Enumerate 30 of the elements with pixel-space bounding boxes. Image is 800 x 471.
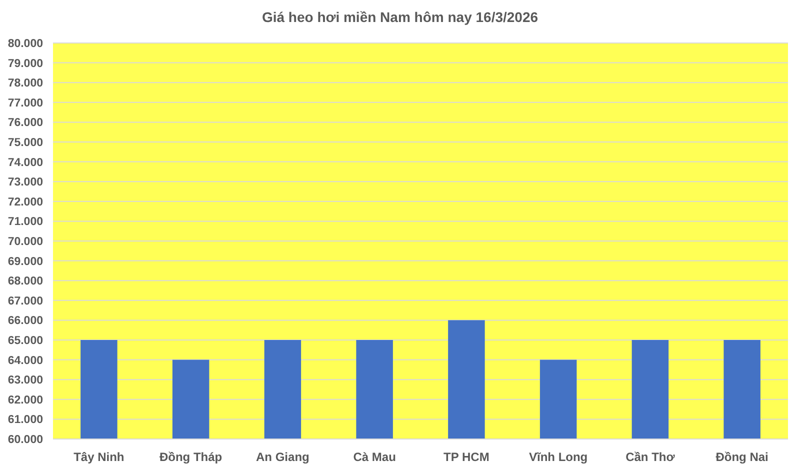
x-tick-label: An Giang xyxy=(256,450,310,464)
x-tick-label: TP HCM xyxy=(444,450,490,464)
y-tick-label: 74.000 xyxy=(8,156,43,169)
x-tick-label: Vĩnh Long xyxy=(528,450,588,464)
y-tick-label: 63.000 xyxy=(8,374,43,387)
y-tick-label: 61.000 xyxy=(8,414,43,426)
x-tick-label: Tây Ninh xyxy=(74,450,124,464)
y-tick-label: 67.000 xyxy=(8,295,43,308)
y-tick-label: 71.000 xyxy=(8,216,43,228)
y-tick-label: 77.000 xyxy=(8,97,43,110)
y-tick-label: 75.000 xyxy=(8,137,43,150)
y-tick-label: 66.000 xyxy=(8,315,43,328)
y-tick-label: 60.000 xyxy=(8,434,43,446)
x-tick-label: Cần Thơ xyxy=(626,450,676,464)
y-tick-label: 65.000 xyxy=(8,335,43,348)
y-tick-label: 80.000 xyxy=(8,38,43,50)
y-tick-label: 79.000 xyxy=(8,58,43,70)
x-tick-label: Cà Mau xyxy=(353,450,396,464)
y-tick-label: 70.000 xyxy=(8,236,43,248)
y-tick-label: 64.000 xyxy=(8,354,43,367)
y-tick-label: 72.000 xyxy=(8,196,43,208)
y-tick-label: 78.000 xyxy=(8,78,43,90)
y-tick-label: 73.000 xyxy=(8,176,43,189)
y-tick-label: 69.000 xyxy=(8,256,43,268)
chart-title: Giá heo hơi miền Nam hôm nay 16/3/2026 xyxy=(262,9,538,25)
y-tick-label: 76.000 xyxy=(8,117,43,130)
y-tick-label: 68.000 xyxy=(8,276,43,288)
x-tick-label: Đồng Tháp xyxy=(159,450,222,464)
y-tick-label: 62.000 xyxy=(8,394,43,406)
x-tick-label: Đồng Nai xyxy=(716,450,768,464)
